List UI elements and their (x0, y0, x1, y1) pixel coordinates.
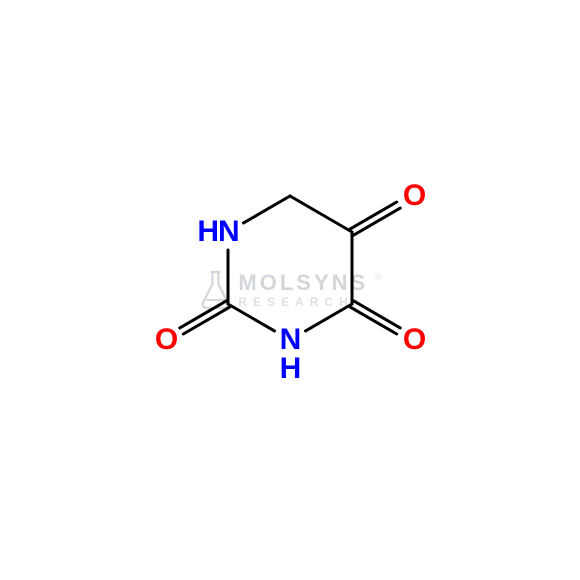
atom-label-N6: HN (197, 215, 238, 249)
chemical-structure-diagram (0, 0, 580, 580)
atom-label-O3: O (403, 323, 425, 357)
atom-label-O2: O (403, 179, 425, 213)
atom-label-O5: O (155, 323, 177, 357)
atom-h-label-N4: H (280, 352, 301, 386)
